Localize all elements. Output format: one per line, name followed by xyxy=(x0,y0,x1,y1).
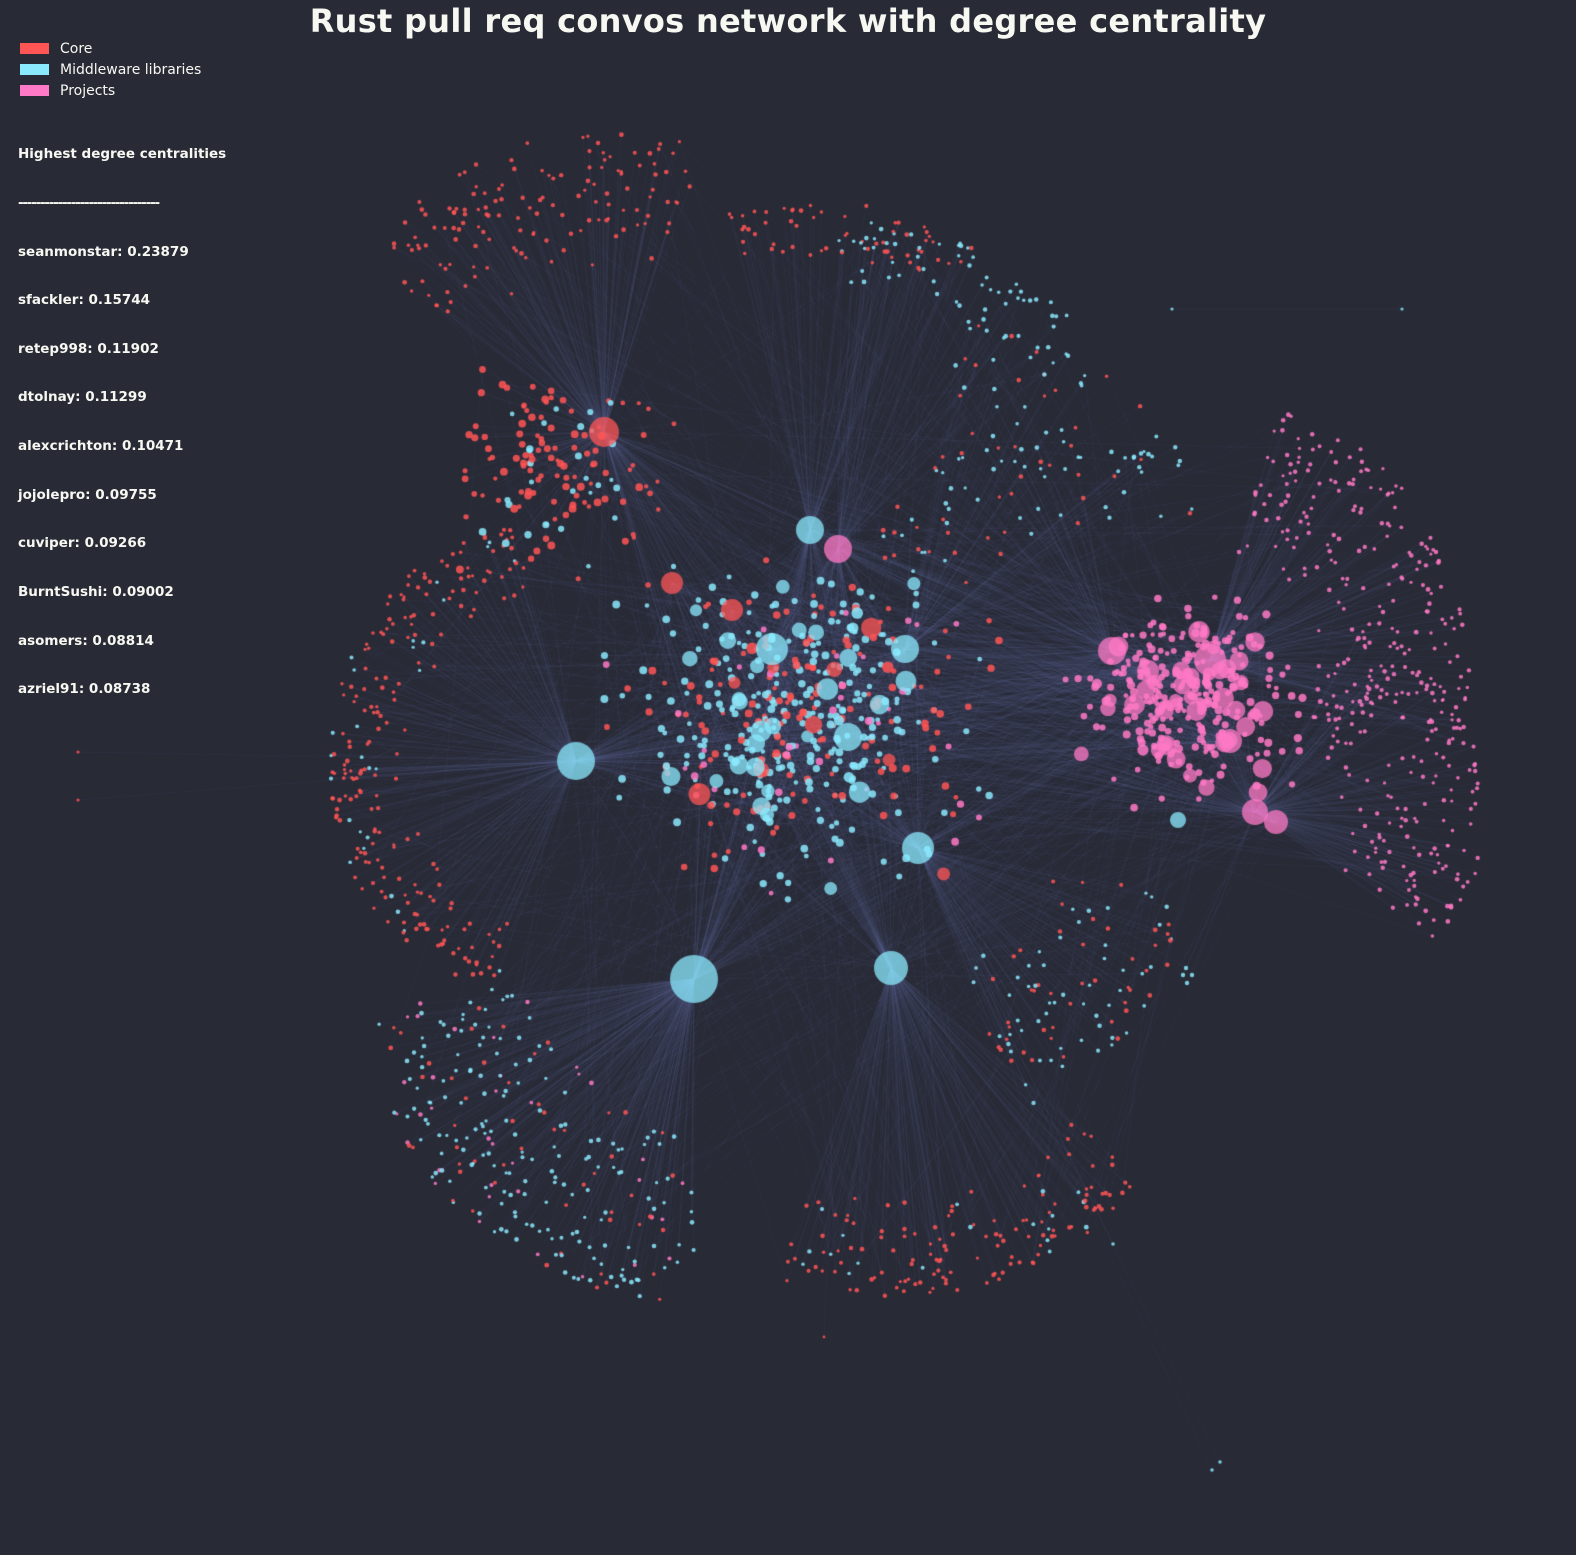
legend-label-projects: Projects xyxy=(60,82,116,99)
stats-entry: seanmonstar: 0.23879 xyxy=(18,243,189,260)
stats-entry: BurntSushi: 0.09002 xyxy=(18,583,174,600)
legend-item-core: Core xyxy=(20,38,201,59)
legend-label-middleware: Middleware libraries xyxy=(60,61,202,78)
cyan-swatch-icon xyxy=(20,64,49,75)
stats-entry: jojolepro: 0.09755 xyxy=(18,486,157,503)
centrality-stats: Highest degree centralities ------------… xyxy=(18,114,226,714)
stats-entry: retep998: 0.11902 xyxy=(18,340,159,357)
stats-divider: -------------------------------- xyxy=(18,195,160,212)
chart-title: Rust pull req convos network with degree… xyxy=(309,2,1267,40)
stats-entry: alexcrichton: 0.10471 xyxy=(18,438,184,455)
stats-entry: sfackler: 0.15744 xyxy=(18,292,151,309)
stats-entry: dtolnay: 0.11299 xyxy=(18,389,147,406)
legend-item-projects: Projects xyxy=(20,80,201,101)
legend: Core Middleware libraries Projects xyxy=(20,38,201,101)
pink-swatch-icon xyxy=(20,85,49,96)
red-swatch-icon xyxy=(20,43,49,54)
stats-heading: Highest degree centralities xyxy=(18,146,227,163)
legend-label-core: Core xyxy=(60,40,93,57)
stats-entry: azriel91: 0.08738 xyxy=(18,681,151,698)
stats-entry: asomers: 0.08814 xyxy=(18,632,154,649)
legend-item-middleware: Middleware libraries xyxy=(20,59,201,80)
stats-entry: cuviper: 0.09266 xyxy=(18,535,147,552)
